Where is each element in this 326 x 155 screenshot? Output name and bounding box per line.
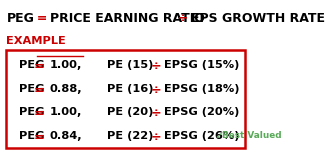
Text: ÷: ÷ (151, 60, 161, 73)
Text: EXAMPLE: EXAMPLE (7, 36, 66, 46)
Text: PEG: PEG (19, 131, 45, 141)
Text: ÷: ÷ (151, 131, 161, 144)
Text: ÷: ÷ (169, 12, 197, 25)
Text: =: = (33, 107, 44, 120)
Text: PEG: PEG (19, 84, 45, 94)
Text: EPSG (20%): EPSG (20%) (164, 107, 239, 117)
Text: PE (22): PE (22) (107, 131, 154, 141)
Text: PE (16): PE (16) (107, 84, 154, 94)
Text: EPS GROWTH RATE: EPS GROWTH RATE (191, 12, 325, 25)
Text: 1.00,: 1.00, (49, 107, 82, 117)
Text: 0.88,: 0.88, (49, 84, 82, 94)
Text: Best Valued: Best Valued (222, 131, 281, 140)
Text: ÷: ÷ (151, 84, 161, 97)
Text: =: = (33, 84, 44, 97)
Text: 1.00,: 1.00, (49, 60, 82, 70)
Text: EPSG (18%): EPSG (18%) (164, 84, 239, 94)
Text: PEG: PEG (7, 12, 34, 25)
Text: PEG: PEG (19, 60, 45, 70)
Text: =: = (28, 12, 56, 25)
Text: PE (20): PE (20) (107, 107, 154, 117)
Text: 0.84,: 0.84, (49, 131, 82, 141)
Text: EPSG (15%): EPSG (15%) (164, 60, 239, 70)
Text: =: = (33, 131, 44, 144)
Text: =: = (33, 60, 44, 73)
Text: PEG: PEG (19, 107, 45, 117)
Text: ✓: ✓ (214, 131, 224, 141)
Text: PRICE EARNING RATIO: PRICE EARNING RATIO (50, 12, 204, 25)
Text: PE (15): PE (15) (107, 60, 154, 70)
Text: EPSG (26%): EPSG (26%) (164, 131, 239, 141)
FancyBboxPatch shape (7, 50, 245, 148)
Text: ÷: ÷ (151, 107, 161, 120)
